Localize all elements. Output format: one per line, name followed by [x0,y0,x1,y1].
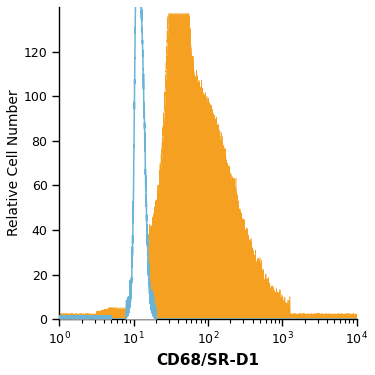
Y-axis label: Relative Cell Number: Relative Cell Number [7,90,21,236]
X-axis label: CD68/SR-D1: CD68/SR-D1 [156,353,260,368]
